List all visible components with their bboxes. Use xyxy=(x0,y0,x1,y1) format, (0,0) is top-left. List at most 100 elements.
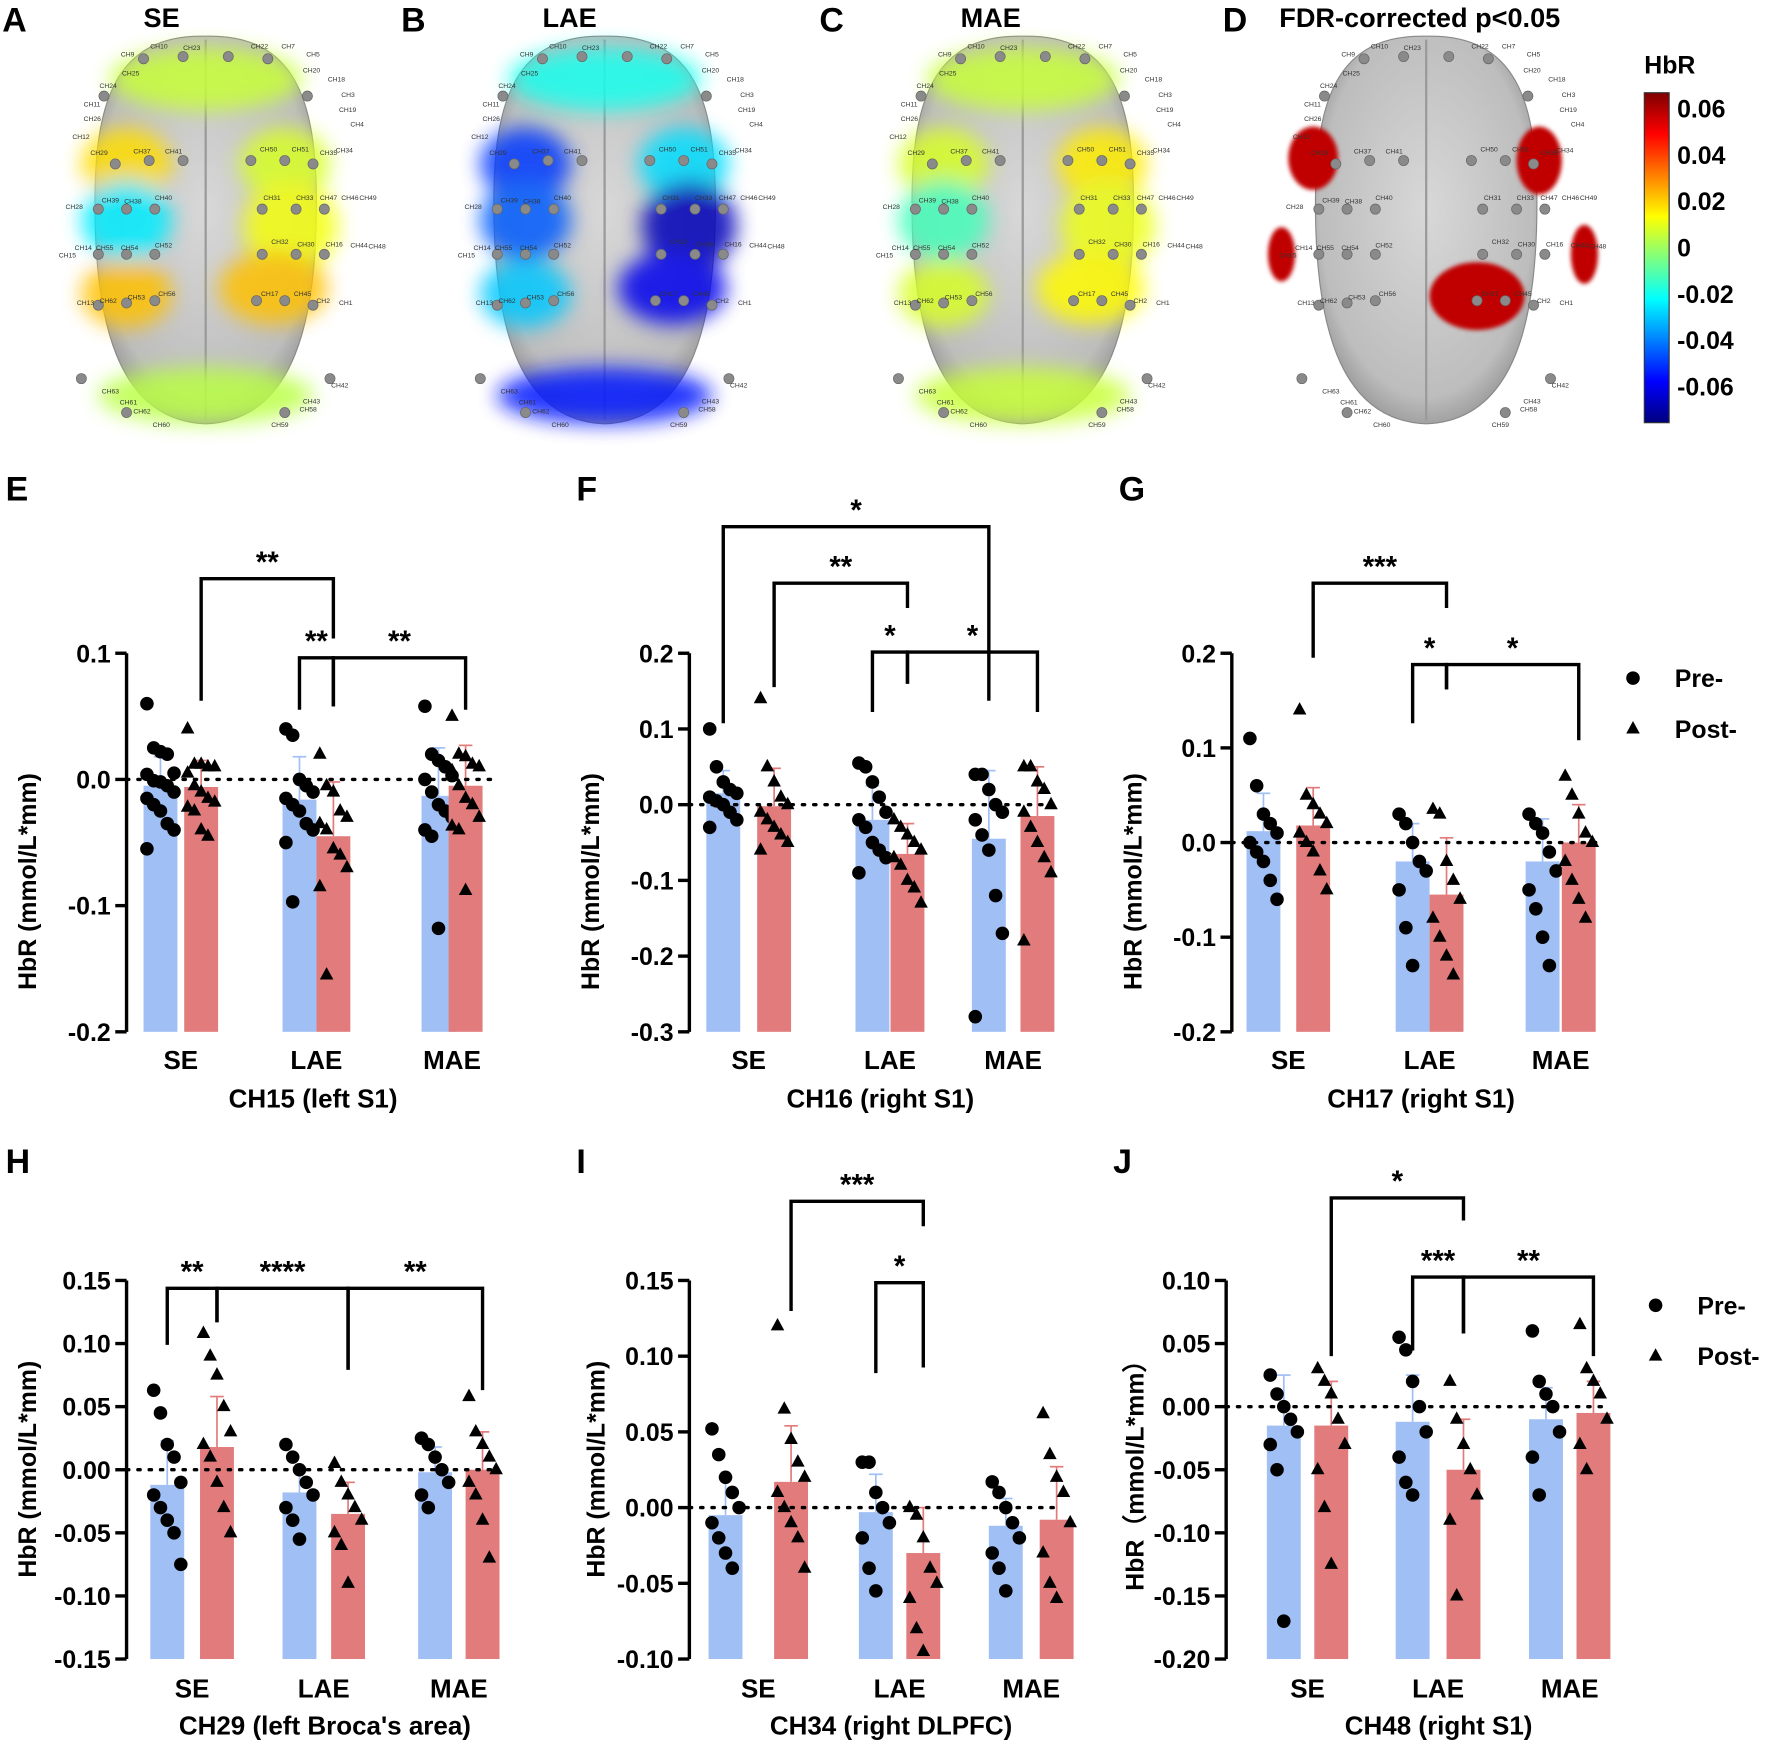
optode-marker xyxy=(955,53,967,65)
channel-label: CH56 xyxy=(975,291,993,298)
optode-marker xyxy=(689,203,701,215)
post-data-point xyxy=(327,1455,342,1468)
channel-label: CH45 xyxy=(1514,291,1532,298)
channel-label: CH12 xyxy=(1293,134,1311,141)
pre-data-point xyxy=(285,1450,300,1464)
channel-label: CH13 xyxy=(476,300,494,307)
channel-label: CH17 xyxy=(1482,291,1500,298)
optode-marker xyxy=(1135,203,1147,215)
pre-data-point xyxy=(730,786,744,801)
y-tick-label: -0.05 xyxy=(54,1520,111,1548)
post-data-point xyxy=(334,1474,349,1487)
channel-label: CH2 xyxy=(1537,298,1551,305)
panel-label: C xyxy=(819,2,843,40)
channel-label: CH56 xyxy=(158,291,176,298)
pre-data-point xyxy=(421,1500,436,1515)
optode-marker xyxy=(678,295,690,307)
optode-marker xyxy=(1443,51,1455,62)
pre-data-point xyxy=(882,1515,897,1530)
channel-label: CH52 xyxy=(1375,243,1393,250)
pre-data-point xyxy=(725,1485,740,1500)
pre-data-point xyxy=(702,820,717,835)
legend-pre-marker xyxy=(1648,1298,1663,1313)
post-data-point xyxy=(1017,933,1031,946)
channel-label: CH19 xyxy=(339,107,357,114)
channel-label: CH47 xyxy=(719,195,737,202)
channel-label: CH55 xyxy=(1317,245,1335,252)
channel-label: CH5 xyxy=(306,52,320,59)
significance-bracket xyxy=(215,1286,350,1370)
pre-data-point xyxy=(709,760,724,774)
channel-label: CH26 xyxy=(901,116,919,123)
channel-label: CH18 xyxy=(1548,76,1566,83)
post-data-point xyxy=(194,822,208,835)
optode-marker xyxy=(474,373,486,385)
channel-label: CH24 xyxy=(498,83,516,90)
post-data-point xyxy=(196,1325,211,1338)
channel-label: CH60 xyxy=(551,422,569,429)
post-data-point xyxy=(313,815,327,829)
optode-marker xyxy=(520,203,531,215)
y-axis-title: HbR (mmol/L*mm) xyxy=(577,773,605,990)
optode-marker xyxy=(245,155,257,166)
post-data-point xyxy=(909,1507,924,1520)
pre-data-point xyxy=(872,790,886,804)
channel-label: CH32 xyxy=(1492,239,1510,246)
post-bar xyxy=(1020,816,1055,1032)
channel-label: CH62 xyxy=(133,409,151,416)
channel-label: CH45 xyxy=(1111,291,1129,298)
pre-data-point xyxy=(1549,864,1563,878)
pre-data-point xyxy=(982,782,996,797)
optode-marker xyxy=(1330,158,1342,170)
post-data-point xyxy=(482,1550,497,1563)
channel-label: CH44 xyxy=(1167,243,1185,250)
y-tick-label: -0.05 xyxy=(1154,1457,1211,1485)
channel-label: CH12 xyxy=(471,134,489,141)
pre-data-point xyxy=(153,1500,168,1515)
channel-label: CH54 xyxy=(1341,245,1359,252)
channel-label: CH34 xyxy=(1556,148,1574,155)
pre-data-point xyxy=(306,1488,320,1502)
pre-data-point xyxy=(711,1447,726,1462)
optode-marker xyxy=(548,295,560,307)
post-data-point xyxy=(902,1590,917,1603)
chart-panel-i: I 0.15 0.10 0.05 0.00 -0.05 -0.10 SE LAE MAE CH34 … xyxy=(576,1143,1077,1741)
optode-marker xyxy=(307,299,319,311)
channel-label: CH31 xyxy=(263,195,281,202)
panel-label: D xyxy=(1223,2,1247,40)
post-data-point xyxy=(458,882,473,896)
optode-marker xyxy=(1369,295,1381,307)
optode-marker xyxy=(926,158,938,170)
post-data-point xyxy=(1299,834,1314,848)
channel-label: CH5 xyxy=(1123,52,1137,59)
optode-marker xyxy=(318,248,330,260)
optode-marker xyxy=(279,295,291,307)
optode-marker xyxy=(909,299,921,311)
post-data-point xyxy=(770,1484,785,1497)
post-bar xyxy=(1296,825,1331,1032)
channel-label: CH48 xyxy=(767,244,785,251)
channel-label: CH50 xyxy=(1077,146,1095,153)
channel-label: CH63 xyxy=(1322,388,1340,395)
optode-marker xyxy=(98,90,110,102)
optode-marker xyxy=(279,155,291,166)
optode-marker xyxy=(143,155,155,166)
pre-data-point xyxy=(725,1561,740,1575)
y-tick-label: 0.05 xyxy=(62,1394,111,1422)
channel-label: CH51 xyxy=(1512,146,1530,153)
post-data-point xyxy=(313,878,327,892)
post-data-point xyxy=(216,1499,231,1513)
optode-marker xyxy=(491,248,503,260)
pre-data-point xyxy=(1525,1324,1540,1338)
optode-marker xyxy=(1482,53,1494,65)
post-data-point xyxy=(333,803,347,816)
post-data-point xyxy=(1292,825,1307,838)
channel-label: CH46 xyxy=(1158,195,1176,202)
optode-marker xyxy=(706,299,718,311)
channel-label: CH37 xyxy=(950,149,968,156)
channel-label: CH29 xyxy=(90,150,108,157)
post-data-point xyxy=(1056,1484,1071,1497)
post-data-point xyxy=(445,708,459,721)
channel-label: CH3 xyxy=(341,92,355,99)
channel-label: CH20 xyxy=(702,67,720,74)
